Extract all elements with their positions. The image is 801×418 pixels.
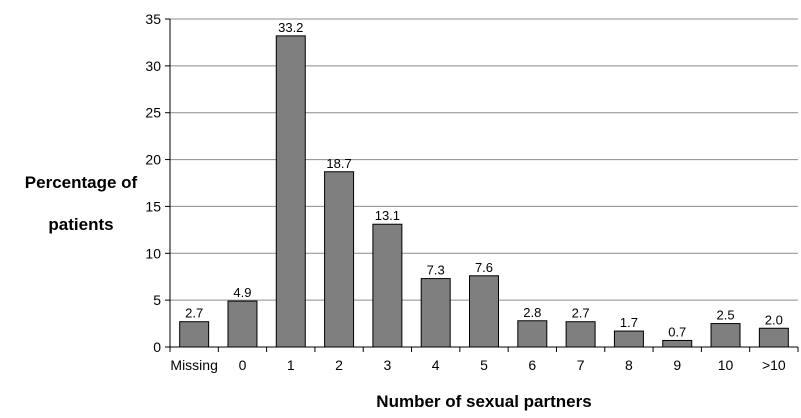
- gridlines: [170, 18, 798, 301]
- bar: [662, 339, 693, 348]
- data-label: 2.7: [572, 306, 590, 321]
- y-tick-labels: 0 5 10 15 20 25 30 35: [145, 11, 161, 355]
- x-tick-label: >10: [762, 357, 786, 373]
- data-label: 1.7: [620, 315, 638, 330]
- data-label: 7.3: [427, 263, 445, 278]
- x-tick-label: 8: [625, 357, 633, 373]
- data-label: 18.7: [326, 156, 351, 171]
- y-axis-label-line-2: patients: [48, 215, 114, 234]
- x-tick-label: 3: [383, 357, 391, 373]
- x-tick-label: 9: [673, 357, 681, 373]
- x-tick-label: 10: [718, 357, 734, 373]
- y-axis-label-line-1: Percentage of: [24, 173, 138, 192]
- data-label: 33.2: [278, 20, 303, 35]
- bar: [275, 35, 306, 348]
- y-tick-label: 30: [145, 58, 161, 74]
- data-label: 13.1: [375, 208, 400, 223]
- data-label: 2.7: [185, 306, 203, 321]
- y-tick-label: 25: [145, 105, 161, 121]
- data-label: 7.6: [475, 260, 493, 275]
- y-tick-label: 5: [153, 292, 161, 308]
- bar: [710, 323, 741, 348]
- data-label: 2.8: [523, 305, 541, 320]
- bar: [372, 223, 403, 348]
- bar: [517, 320, 548, 348]
- y-tick-label: 20: [145, 152, 161, 168]
- x-tick-label: 1: [287, 357, 295, 373]
- data-label: 4.9: [233, 285, 251, 300]
- bars: [179, 35, 789, 348]
- bar: [227, 300, 258, 348]
- x-tick-labels: Missing 0 1 2 3 4 5 6 7 8 9 10 >10: [170, 357, 786, 373]
- x-tick-label: 6: [528, 357, 536, 373]
- y-tick-label: 35: [145, 11, 161, 27]
- data-label: 2.5: [716, 308, 734, 323]
- bar: [758, 327, 789, 348]
- data-label: 0.7: [668, 324, 686, 339]
- y-tick-label: 10: [145, 245, 161, 261]
- x-tick-label: 0: [239, 357, 247, 373]
- x-tick-label: 5: [480, 357, 488, 373]
- x-tick-label: Missing: [170, 357, 217, 373]
- bar: [565, 321, 596, 348]
- bar: [469, 275, 499, 348]
- bar: [179, 321, 210, 348]
- x-tick-label: 2: [335, 357, 343, 373]
- x-tick-label: 4: [432, 357, 440, 373]
- y-tick-label: 15: [145, 198, 161, 214]
- x-tick-label: 7: [577, 357, 585, 373]
- data-label: 2.0: [765, 312, 783, 327]
- bar: [613, 330, 644, 348]
- x-axis-label: Number of sexual partners: [376, 392, 592, 411]
- data-labels: 2.7 4.9 33.2 18.7 13.1 7.3 7.6 2.8 2.7 1.7 0.7 2.5 2…: [185, 20, 783, 340]
- bar: [324, 171, 355, 348]
- y-tick-label: 0: [153, 339, 161, 355]
- bar: [420, 278, 451, 348]
